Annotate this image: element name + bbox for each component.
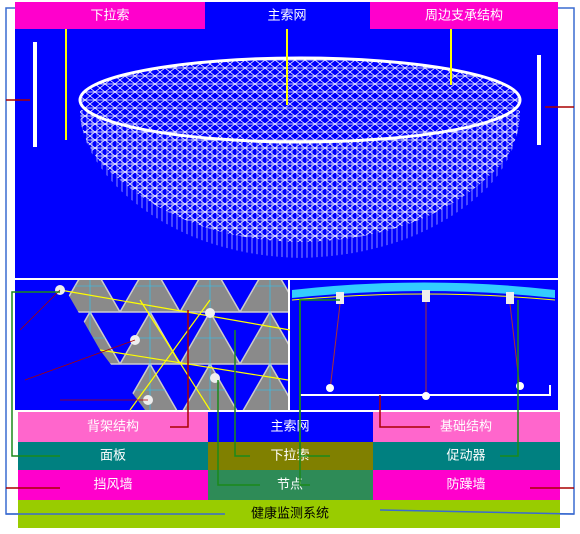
cable	[59, 289, 291, 411]
dish-mesh	[80, 58, 520, 142]
label-box	[370, 2, 558, 29]
ground	[300, 385, 551, 396]
top-label: 下拉索	[90, 9, 129, 24]
row-label: 促动器	[446, 449, 485, 464]
mesh-detail	[60, 280, 288, 410]
row-label: 面板	[100, 449, 126, 464]
actuators	[336, 290, 514, 304]
dish-bowl	[80, 110, 520, 242]
row-label: 主索网	[270, 420, 309, 435]
connectors	[6, 291, 575, 515]
row-label: 挡风墙	[93, 478, 132, 493]
label-box	[205, 2, 370, 29]
row-label: 基础结构	[440, 420, 492, 435]
row-label: 防躁墙	[446, 477, 485, 493]
top-label: 周边支承结构	[425, 9, 503, 24]
tower	[537, 55, 541, 145]
footer-label: 健康监测系统	[251, 506, 329, 522]
top-label: 主索网	[267, 9, 306, 24]
thin-line	[19, 289, 148, 401]
tower	[33, 42, 37, 147]
row-label: 节点	[277, 478, 303, 493]
label-box	[15, 2, 205, 29]
row-label: 背架结构	[87, 420, 139, 435]
